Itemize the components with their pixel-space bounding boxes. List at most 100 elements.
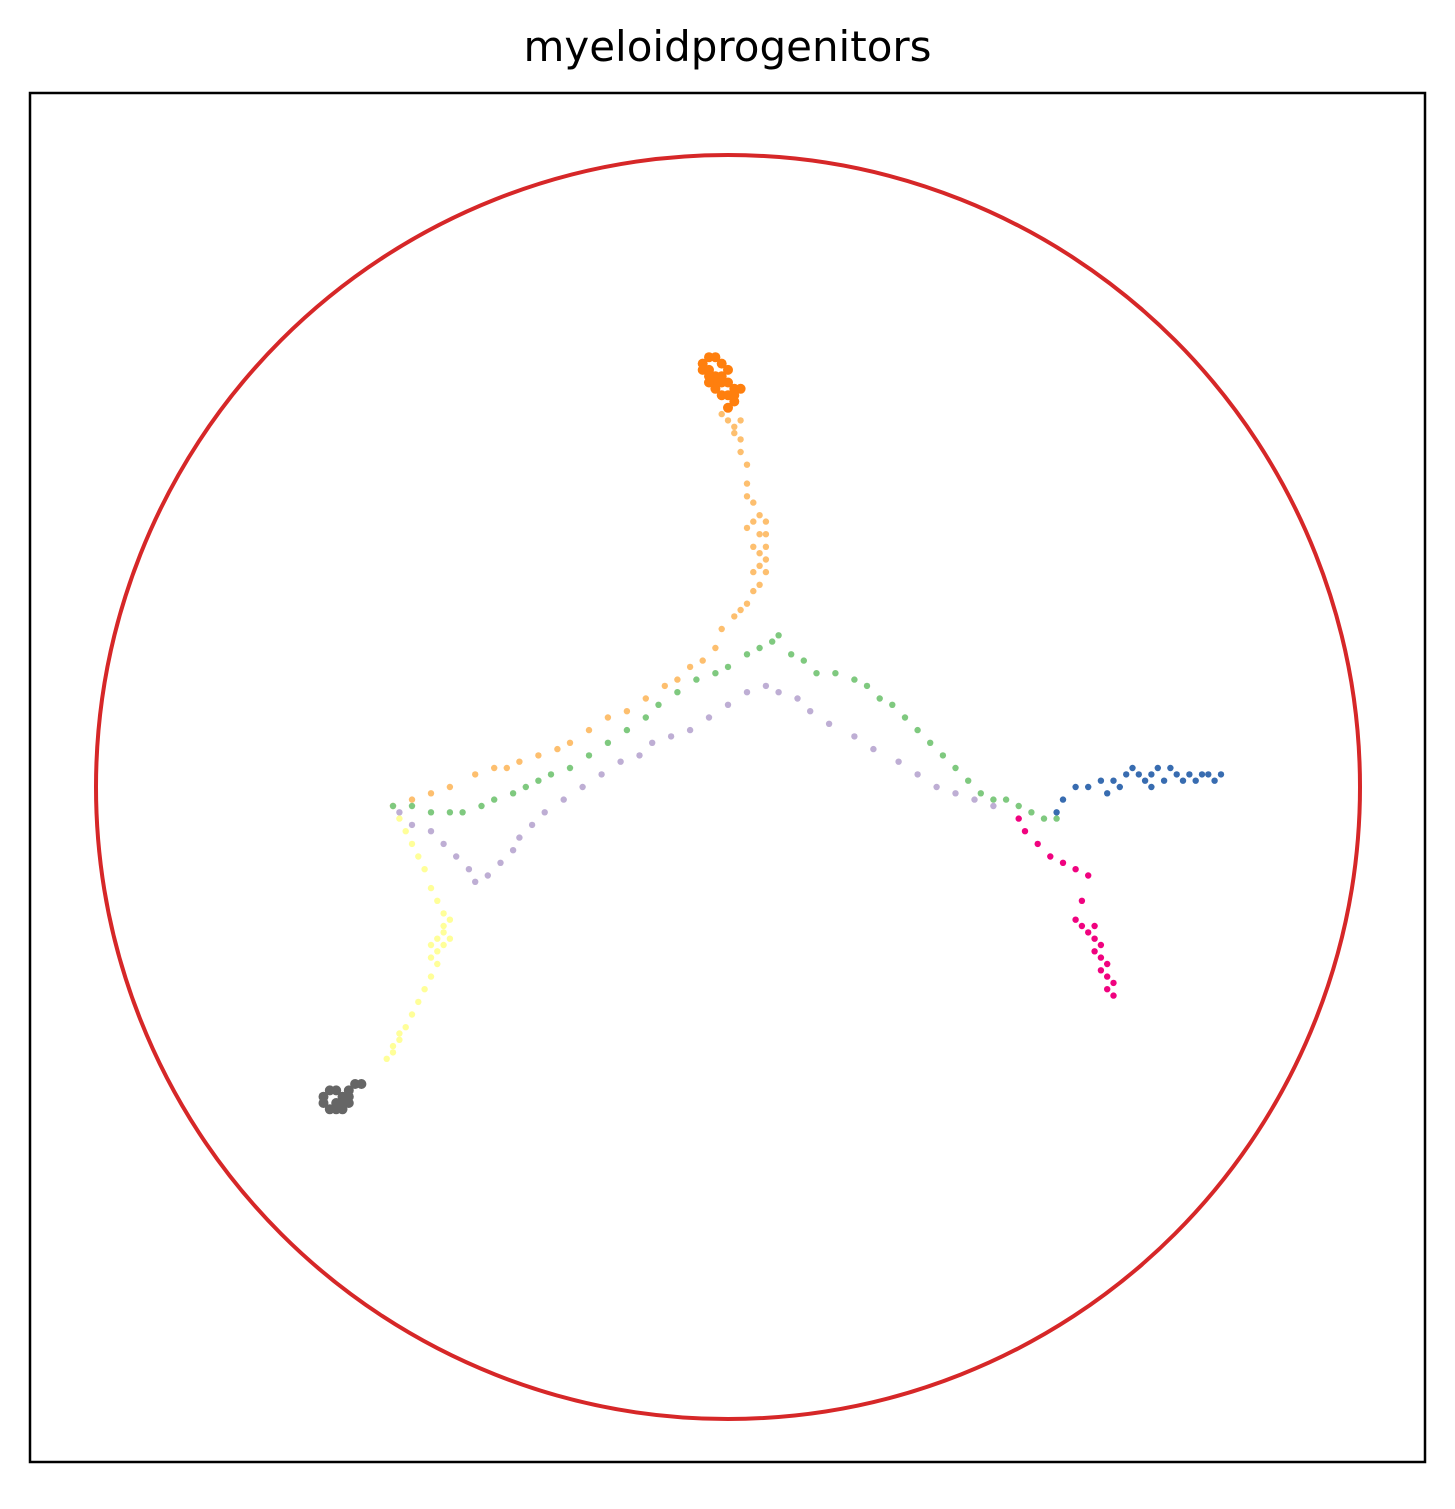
scatter-point	[756, 531, 763, 538]
scatter-point	[503, 764, 510, 772]
scatter-point	[661, 682, 668, 690]
scatter-point	[825, 720, 833, 727]
scatter-point	[1059, 859, 1067, 866]
scatter-point	[990, 802, 997, 810]
scatter-point	[901, 714, 909, 721]
scatter-point	[440, 929, 447, 936]
scatter-point	[1059, 796, 1067, 803]
scatter-point	[1085, 783, 1092, 791]
scatter-point	[807, 708, 814, 715]
scatter-point	[705, 714, 713, 721]
series-2	[389, 632, 1060, 822]
scatter-point	[484, 872, 491, 879]
scatter-point	[389, 1042, 397, 1050]
scatter-point	[1104, 986, 1111, 993]
scatter-point	[794, 695, 801, 702]
scatter-point	[459, 809, 466, 816]
scatter-point	[756, 562, 763, 569]
scatter-point	[1104, 790, 1111, 797]
scatter-point	[800, 657, 807, 664]
scatter-point	[642, 695, 649, 702]
scatter-point	[1002, 796, 1010, 803]
scatter-point	[735, 383, 746, 394]
scatter-point	[541, 809, 548, 816]
scatter-point	[1141, 777, 1149, 784]
scatter-point	[716, 358, 727, 369]
scatter-point	[1034, 840, 1041, 848]
scatter-point	[389, 802, 397, 810]
scatter-point	[724, 701, 732, 708]
scatter-point	[472, 771, 479, 778]
scatter-point	[440, 941, 447, 949]
scatter-point	[1217, 771, 1225, 778]
scatter-point	[434, 948, 441, 955]
scatter-point	[762, 682, 770, 690]
scatter-point	[509, 790, 517, 797]
scatter-point	[434, 960, 441, 968]
scatter-point	[1085, 872, 1092, 879]
points-layer	[318, 352, 1225, 1115]
scatter-point	[756, 512, 763, 519]
scatter-point	[585, 726, 593, 734]
scatter-point	[396, 1036, 403, 1044]
scatter-point	[1097, 967, 1105, 974]
axes-frame	[28, 91, 1427, 1464]
boundary-circle-layer	[94, 153, 1362, 1421]
scatter-point	[324, 1104, 335, 1115]
series-7	[318, 1079, 367, 1115]
scatter-point	[674, 689, 681, 696]
scatter-point	[1211, 777, 1218, 784]
scatter-point	[598, 771, 605, 778]
scatter-point	[623, 726, 631, 734]
scatter-point	[889, 701, 896, 708]
scatter-point	[1198, 771, 1206, 778]
scatter-point	[415, 853, 422, 860]
scatter-point	[1091, 922, 1098, 930]
scatter-point	[318, 1098, 329, 1108]
scatter-point	[775, 632, 782, 639]
scatter-point	[952, 764, 959, 772]
scatter-point	[402, 828, 409, 835]
scatter-point	[446, 916, 454, 923]
scatter-point	[434, 897, 441, 904]
scatter-point	[750, 518, 757, 525]
scatter-point	[1192, 777, 1199, 784]
scatter-point	[693, 676, 700, 683]
scatter-point	[977, 790, 984, 797]
series-4	[1053, 764, 1225, 816]
scatter-point	[1015, 815, 1022, 822]
scatter-point	[408, 840, 416, 848]
scatter-point	[762, 518, 770, 525]
scatter-point	[686, 726, 694, 734]
scatter-point	[895, 758, 902, 765]
scatter-point	[516, 834, 523, 841]
scatter-point	[1028, 809, 1035, 816]
scatter-point	[1205, 771, 1212, 778]
scatter-point	[743, 461, 751, 468]
scatter-point	[497, 859, 504, 866]
scatter-point	[421, 866, 428, 873]
scatter-point	[743, 480, 751, 487]
scatter-point	[1173, 771, 1180, 778]
scatter-point	[743, 600, 751, 607]
scatter-point	[427, 954, 435, 961]
scatter-point	[933, 783, 940, 791]
scatter-point	[617, 758, 624, 765]
scatter-point	[712, 644, 719, 652]
scatter-point	[927, 739, 934, 746]
scatter-point	[1072, 866, 1079, 873]
scatter-point	[718, 410, 725, 418]
scatter-point	[762, 568, 770, 576]
scatter-point	[331, 1085, 342, 1096]
scatter-point	[712, 670, 719, 677]
scatter-point	[522, 783, 529, 791]
scatter-point	[472, 878, 479, 885]
scatter-point	[408, 802, 416, 810]
scatter-point	[952, 790, 959, 797]
scatter-point	[655, 701, 662, 708]
scatter-point	[1123, 771, 1130, 778]
scatter-point	[396, 809, 403, 816]
scatter-point	[1015, 802, 1022, 810]
scatter-point	[851, 733, 858, 740]
scatter-point	[1047, 853, 1054, 860]
